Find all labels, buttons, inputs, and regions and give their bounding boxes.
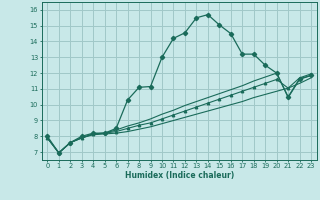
X-axis label: Humidex (Indice chaleur): Humidex (Indice chaleur): [124, 171, 234, 180]
